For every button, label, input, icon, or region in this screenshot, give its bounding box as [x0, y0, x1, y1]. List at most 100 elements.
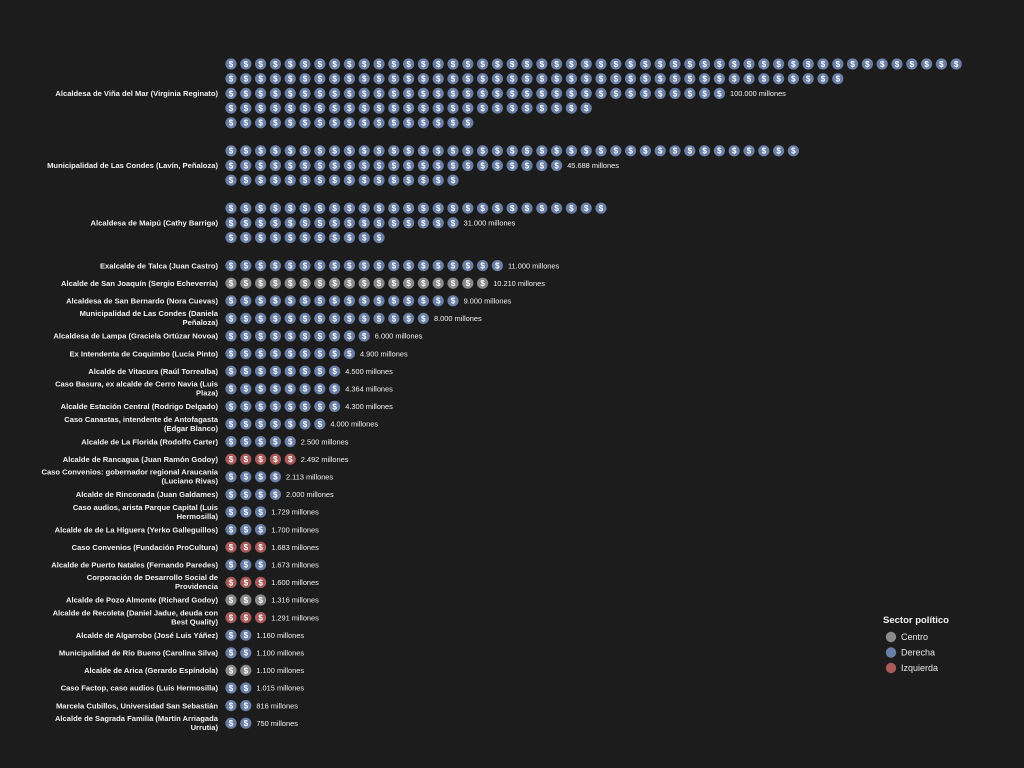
coin-mark: [329, 102, 341, 114]
coin-icon: $: [343, 159, 355, 172]
coin-mark: [314, 348, 326, 360]
row-label: Ex Intendenta de Coquimbo (Lucía Pinto): [69, 349, 218, 358]
coin-icon: $: [403, 73, 415, 85]
coin-mark: [432, 174, 444, 186]
coin-icon: $: [462, 202, 474, 214]
coin-mark: [477, 277, 489, 289]
coin-icon: $: [565, 58, 578, 70]
coin-icon: $: [225, 400, 237, 412]
coin-glyph: $: [377, 204, 382, 213]
coin-mark: [225, 664, 237, 677]
coin-glyph: $: [288, 147, 293, 156]
value-label: 1.600 millones: [271, 578, 319, 587]
coin-glyph: $: [229, 350, 234, 359]
coin-mark: [329, 159, 341, 172]
coin-icon: $: [314, 145, 326, 157]
coin-mark: [358, 312, 370, 324]
coin-glyph: $: [347, 204, 352, 213]
coin-mark: [565, 202, 578, 214]
coin-icon: $: [299, 117, 311, 129]
coin-mark: [728, 145, 740, 157]
coin-glyph: $: [406, 161, 411, 170]
coin-icon: $: [240, 629, 252, 641]
chart-row: $ $ $Caso audios, arista Parque Capital (L…: [73, 503, 319, 521]
coin-mark: [491, 260, 503, 272]
coin-glyph: $: [229, 161, 234, 170]
coin-glyph: $: [273, 219, 278, 228]
coin-icon: $: [551, 73, 563, 85]
coin-mark: [536, 202, 548, 214]
coin-glyph: $: [421, 204, 426, 213]
coin-mark: [432, 73, 444, 85]
coin-icon: $: [462, 87, 474, 99]
coin-icon: $: [240, 664, 252, 677]
coin-icon: $: [329, 330, 341, 342]
coin-icon: $: [580, 58, 592, 70]
coin-mark: [284, 260, 296, 272]
coin-glyph: $: [244, 350, 249, 359]
legend-swatch: [885, 647, 897, 658]
coin-mark: [329, 383, 341, 395]
coin-mark: [551, 73, 563, 85]
coin-mark: [225, 232, 237, 244]
coin-glyph: $: [392, 89, 397, 98]
coin-glyph: $: [229, 455, 234, 464]
coin-icon: $: [639, 145, 652, 157]
coin-glyph: $: [599, 204, 604, 213]
coin-mark: [240, 58, 252, 70]
coin-icon: $: [284, 102, 296, 114]
coin-mark: [491, 159, 503, 172]
coin-glyph: $: [392, 297, 397, 306]
coin-glyph: $: [821, 60, 826, 69]
coin-glyph: $: [258, 420, 263, 429]
coin-mark: [388, 277, 400, 289]
coin-icon: $: [299, 87, 311, 99]
coin-mark: [314, 102, 326, 114]
coin-mark: [240, 664, 252, 677]
coin-mark: [432, 202, 444, 214]
coin-mark: [491, 73, 503, 85]
coin-icon: $: [255, 418, 267, 430]
coin-glyph: $: [258, 176, 263, 185]
row-label: Alcalde de Rancagua (Juan Ramón Godoy): [63, 455, 219, 464]
coin-icon: $: [432, 295, 444, 307]
coin-icon: $: [462, 277, 474, 289]
coin-glyph: $: [288, 262, 293, 271]
coin-mark: [299, 260, 311, 272]
coin-glyph: $: [229, 402, 234, 411]
coin-icon: $: [343, 277, 355, 289]
coin-glyph: $: [510, 104, 515, 113]
coin-glyph: $: [244, 314, 249, 323]
coin-mark: [240, 330, 252, 342]
coin-glyph: $: [318, 161, 323, 170]
coin-icon: $: [329, 312, 341, 324]
coin-mark: [358, 58, 370, 70]
coin-icon: $: [269, 145, 281, 157]
coin-glyph: $: [406, 176, 411, 185]
coin-mark: [314, 58, 326, 70]
coin-icon: $: [240, 436, 252, 448]
coin-glyph: $: [332, 350, 337, 359]
coin-icon: $: [447, 145, 459, 157]
coin-mark: [417, 87, 429, 99]
coin-glyph: $: [377, 314, 382, 323]
coin-mark: [284, 87, 296, 99]
coin-mark: [299, 365, 311, 377]
coin-glyph: $: [318, 204, 323, 213]
coin-glyph: $: [525, 89, 530, 98]
coin-glyph: $: [273, 104, 278, 113]
row-label: Caso Canastas, intendente de Antofagasta…: [64, 415, 219, 433]
coin-mark: [358, 117, 370, 129]
coin-mark: [639, 87, 652, 99]
coin-glyph: $: [466, 161, 471, 170]
coin-mark: [255, 436, 267, 448]
coin-icon: $: [388, 117, 400, 129]
coin-icon: $: [654, 145, 666, 157]
coin-mark: [373, 217, 385, 229]
coin-glyph: $: [451, 119, 456, 128]
coin-glyph: $: [762, 147, 767, 156]
coin-glyph: $: [406, 204, 411, 213]
coin-icon: $: [417, 159, 429, 172]
coin-icon: $: [240, 330, 252, 342]
coin-mark: [225, 277, 237, 289]
